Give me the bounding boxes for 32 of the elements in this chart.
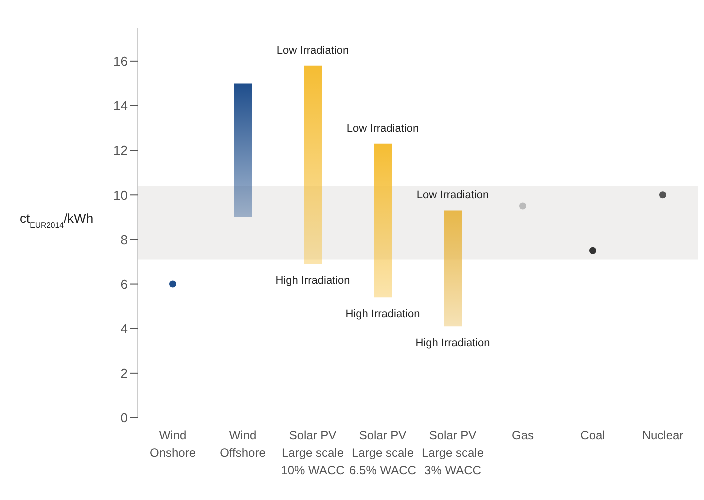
x-tick-label: Solar PV Large scale 6.5% WACC [350,428,417,478]
x-tick-label: Solar PV Large scale 3% WACC [422,428,484,478]
annotation: Low Irradiation [276,44,350,57]
annotation: High Irradiation [416,338,490,350]
point [590,247,596,254]
y-tick-label: 0 [120,410,128,426]
point [660,192,666,199]
x-tick-label: Wind Offshore [220,428,266,460]
x-tick-label: Wind Onshore [150,428,196,460]
point [520,202,526,210]
bar [304,66,322,264]
x-tick-label: Solar PV Large scale 10% WACC [281,428,346,478]
annotation: High Irradiation [346,308,420,321]
annotation: High Irradiation [276,275,350,288]
annotation: Low Irradiation [346,122,420,135]
y-tick-label: 2 [120,366,128,382]
bar [444,210,462,327]
y-tick-label: 6 [120,276,128,292]
y-tick-label: 12 [114,143,128,158]
y-tick-label: 8 [120,232,128,248]
y-tick-label: 16 [114,54,128,70]
bar [374,144,392,298]
x-tick-label: Coal [580,428,606,443]
x-tick-label: Nuclear [642,428,684,443]
x-tick-label: Gas [512,428,534,443]
y-tick-label: 4 [120,321,128,336]
y-tick-label: 14 [114,98,128,114]
point [170,280,176,288]
bar [234,84,252,218]
y-axis-title: ct$_{EUR2014}$/kWh [20,211,94,230]
annotation: Low Irradiation [416,190,490,202]
y-tick-label: 10 [114,188,128,203]
